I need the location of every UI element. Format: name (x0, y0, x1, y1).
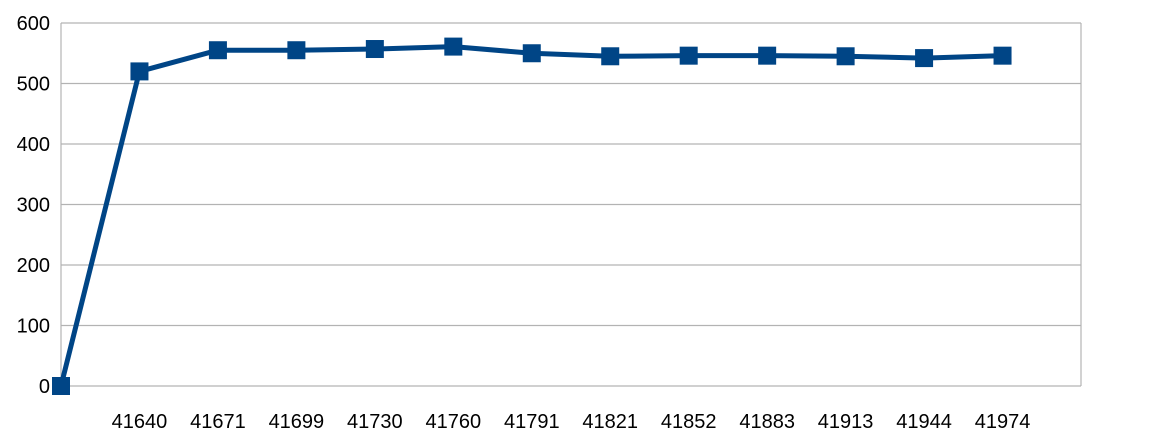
x-tick-label: 41944 (896, 411, 952, 433)
x-tick-label: 41791 (504, 411, 560, 433)
data-point-marker (52, 377, 70, 395)
data-point-marker (522, 44, 541, 63)
y-tick-label: 600 (17, 13, 50, 35)
x-axis-tick-labels: 41640 41671 41699 41730 41760 41791 41821 41852… (112, 411, 1031, 433)
data-point-marker (993, 46, 1012, 65)
y-tick-label: 300 (17, 195, 50, 217)
series-group (52, 37, 1012, 395)
data-point-marker (836, 47, 855, 66)
x-tick-label: 41730 (347, 411, 403, 433)
x-tick-label: 41913 (818, 411, 874, 433)
y-tick-label: 500 (17, 74, 50, 96)
y-tick-label: 400 (17, 134, 50, 156)
series-line (58, 44, 1003, 387)
x-tick-label: 41974 (975, 411, 1031, 433)
x-tick-label: 41852 (661, 411, 717, 433)
data-point-marker (679, 46, 698, 65)
y-tick-label: 100 (17, 316, 50, 338)
data-point-marker (365, 40, 384, 59)
x-tick-label: 41640 (112, 411, 168, 433)
y-tick-label: 0 (39, 376, 50, 398)
x-tick-label: 41821 (582, 411, 638, 433)
data-point-marker (758, 46, 777, 65)
data-point-marker (287, 41, 306, 60)
y-tick-label: 200 (17, 255, 50, 277)
x-tick-label: 41760 (425, 411, 481, 433)
gridlines (60, 22, 1082, 387)
x-tick-label: 41699 (269, 411, 325, 433)
data-point-marker (208, 41, 227, 60)
data-point-marker (601, 47, 620, 66)
x-tick-label: 41883 (739, 411, 795, 433)
x-tick-label: 41671 (190, 411, 246, 433)
data-point-marker (130, 62, 149, 81)
data-point-marker (915, 49, 934, 68)
data-point-marker (444, 37, 463, 56)
y-axis-tick-labels: 0 100 200 300 400 500 600 (17, 13, 50, 398)
